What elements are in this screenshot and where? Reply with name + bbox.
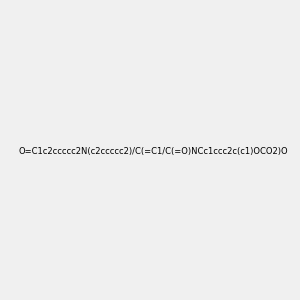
Text: O=C1c2ccccc2N(c2ccccc2)/C(=C1/C(=O)NCc1ccc2c(c1)OCO2)O: O=C1c2ccccc2N(c2ccccc2)/C(=C1/C(=O)NCc1c… <box>19 147 289 156</box>
